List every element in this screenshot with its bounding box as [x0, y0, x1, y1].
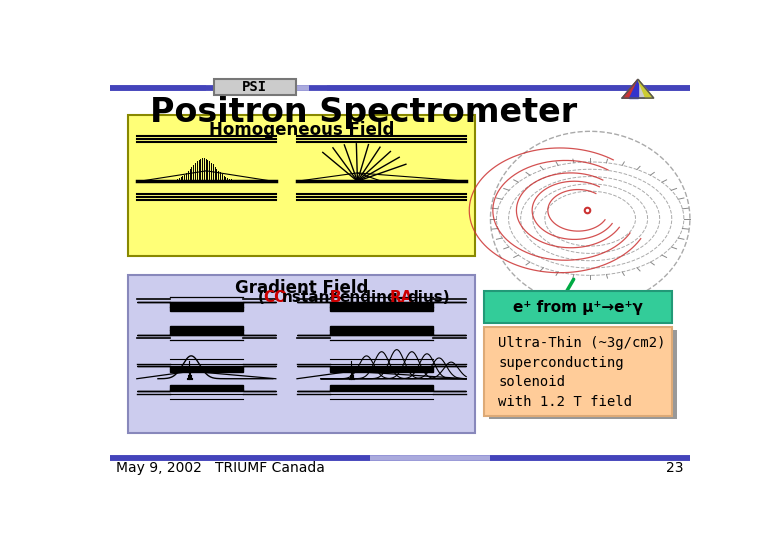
Text: nstant-: nstant- [282, 290, 344, 305]
FancyBboxPatch shape [128, 114, 475, 256]
Text: 23: 23 [666, 461, 684, 475]
Polygon shape [629, 79, 638, 98]
Text: e⁺ from μ⁺→e⁺γ: e⁺ from μ⁺→e⁺γ [513, 300, 643, 314]
FancyBboxPatch shape [128, 275, 475, 433]
Text: dius): dius) [408, 290, 450, 305]
Polygon shape [136, 302, 276, 311]
Polygon shape [297, 385, 466, 391]
Polygon shape [297, 326, 466, 335]
Polygon shape [136, 366, 276, 373]
Polygon shape [622, 79, 638, 98]
Polygon shape [638, 79, 654, 98]
Text: ending-: ending- [339, 290, 404, 305]
Polygon shape [622, 79, 654, 98]
Text: Gradient Field: Gradient Field [235, 279, 368, 297]
FancyBboxPatch shape [484, 292, 672, 322]
Text: (: ( [257, 290, 264, 305]
Polygon shape [136, 326, 276, 335]
FancyBboxPatch shape [489, 330, 676, 420]
Text: Positron Spectrometer: Positron Spectrometer [150, 96, 577, 129]
Text: B: B [330, 290, 342, 305]
FancyBboxPatch shape [484, 327, 672, 416]
Text: PSI: PSI [242, 80, 268, 94]
Text: Homogeneous Field: Homogeneous Field [209, 122, 395, 139]
Polygon shape [136, 385, 276, 391]
Polygon shape [297, 302, 466, 311]
Text: CO: CO [263, 290, 287, 305]
Text: Ultra-Thin (~3g/cm2)
superconducting
solenoid
with 1.2 T field: Ultra-Thin (~3g/cm2) superconducting sol… [498, 336, 666, 409]
Polygon shape [297, 366, 466, 373]
Text: May 9, 2002   TRIUMF Canada: May 9, 2002 TRIUMF Canada [115, 461, 324, 475]
Text: RA: RA [389, 290, 413, 305]
FancyBboxPatch shape [214, 79, 296, 95]
